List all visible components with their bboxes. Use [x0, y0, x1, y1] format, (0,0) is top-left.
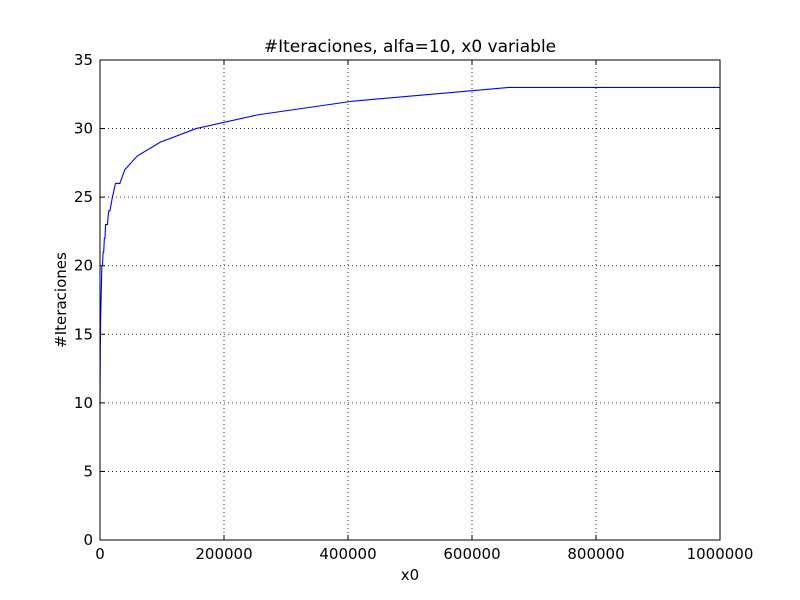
y-tick-label: 25: [74, 188, 93, 206]
chart-title: #Iteraciones, alfa=10, x0 variable: [264, 37, 556, 57]
axis-ticks: 0 200000 400000 600000 800000 1000000 0 5 10 15 20…: [74, 51, 754, 563]
x-axis-label: x0: [401, 566, 419, 584]
y-tick-label: 15: [74, 325, 93, 343]
data-layer: [99, 86, 720, 403]
y-axis-label: #Iteraciones: [52, 252, 70, 348]
y-tick-label: 20: [74, 257, 93, 275]
x-tick-label: 400000: [319, 545, 376, 563]
y-tick-label: 10: [74, 394, 93, 412]
y-tick-label: 5: [83, 462, 93, 480]
plot-area: [100, 60, 720, 540]
x-tick-label: 1000000: [687, 545, 754, 563]
y-tick-label: 35: [74, 51, 93, 69]
y-tick-label: 30: [74, 120, 93, 138]
x-tick-label: 200000: [195, 545, 252, 563]
x-tick-label: 800000: [567, 545, 624, 563]
x-tick-label: 600000: [443, 545, 500, 563]
series-line: [99, 86, 720, 403]
x-tick-label: 0: [95, 545, 105, 563]
grid-lines: [100, 60, 720, 540]
y-tick-label: 0: [83, 531, 93, 549]
plot-frame: [99, 59, 721, 541]
